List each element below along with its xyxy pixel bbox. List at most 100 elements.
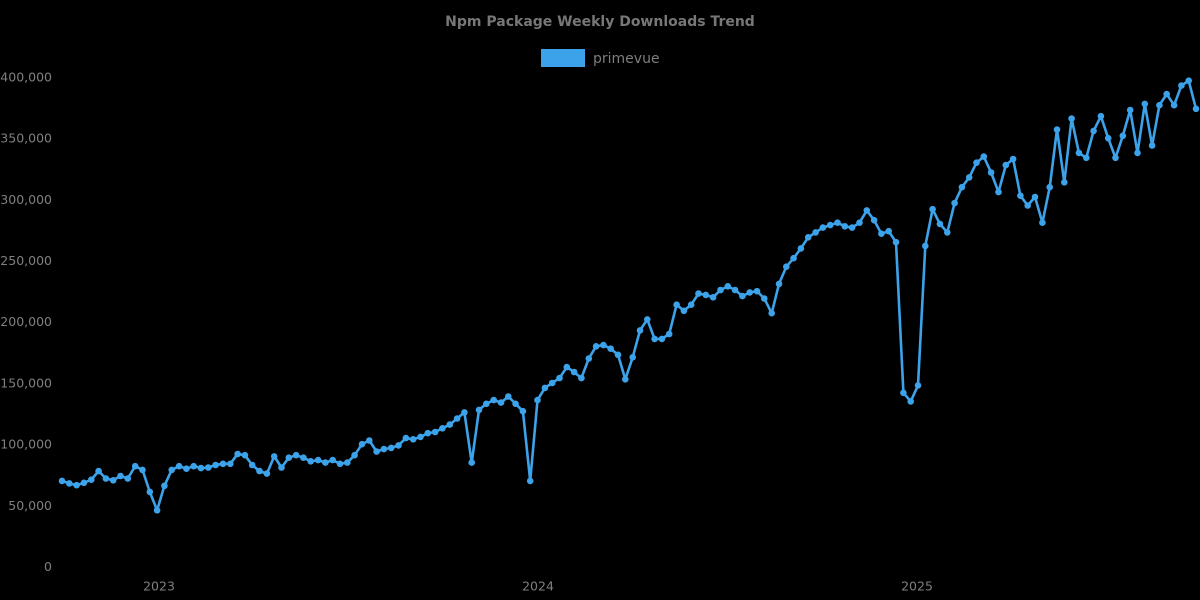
data-point-marker (951, 199, 958, 207)
data-point-marker (702, 291, 710, 299)
y-tick-label: 150,000 (0, 375, 52, 390)
data-point-marker (987, 169, 995, 176)
data-point-marker (161, 482, 168, 490)
data-point-marker (1002, 161, 1010, 169)
data-point-marker (936, 220, 944, 228)
data-point-marker (263, 470, 271, 477)
data-point-marker (534, 396, 541, 404)
data-point-marker (885, 227, 892, 235)
data-point-marker (680, 307, 688, 315)
data-point-marker (607, 345, 614, 353)
data-point-marker (929, 205, 936, 213)
data-point-marker (234, 450, 241, 458)
data-point-marker (1090, 127, 1097, 135)
data-point-marker (95, 467, 102, 475)
data-point-marker (387, 444, 395, 452)
data-point-marker (153, 507, 161, 514)
data-point-marker (146, 488, 154, 496)
data-point-marker (439, 425, 446, 432)
data-point-marker (497, 399, 505, 406)
y-tick-label: 0 (44, 559, 52, 574)
data-point-marker (658, 335, 666, 343)
data-point-marker (878, 230, 885, 237)
data-point-marker (292, 451, 300, 459)
data-point-marker (468, 459, 476, 466)
y-tick-label: 250,000 (0, 253, 52, 268)
data-point-marker (724, 283, 732, 290)
data-point-marker (783, 263, 790, 271)
data-point-marker (402, 434, 410, 442)
data-point-marker (461, 409, 468, 416)
data-point-marker (797, 245, 805, 252)
data-point-marker (322, 459, 329, 466)
y-tick-label: 300,000 (0, 192, 52, 207)
data-point-marker (746, 289, 753, 296)
y-tick-label: 400,000 (0, 69, 52, 84)
data-point-marker (892, 238, 900, 246)
data-point-marker (366, 437, 373, 444)
data-point-marker (600, 341, 607, 349)
data-point-marker (168, 466, 175, 474)
data-point-marker (109, 477, 117, 484)
data-point-marker (124, 475, 132, 482)
data-point-marker (1119, 132, 1127, 140)
data-point-marker (505, 393, 512, 400)
data-point-marker (614, 351, 622, 359)
data-point-marker (695, 290, 702, 297)
x-tick-label: 2024 (522, 579, 554, 594)
data-point-marker (66, 480, 73, 487)
data-point-marker (446, 421, 454, 428)
data-point-marker (351, 451, 358, 459)
data-point-marker (1075, 149, 1083, 157)
data-point-marker (409, 436, 417, 443)
data-point-marker (490, 396, 498, 404)
data-point-marker (102, 475, 110, 482)
data-point-marker (687, 301, 695, 309)
data-point-marker (117, 472, 124, 480)
data-point-marker (248, 461, 256, 469)
data-point-marker (1112, 154, 1119, 162)
data-point-marker (1039, 219, 1046, 226)
data-point-marker (219, 460, 227, 468)
data-point-marker (1031, 193, 1039, 201)
legend-label-primevue[interactable]: primevue (593, 51, 660, 67)
data-point-marker (870, 216, 878, 224)
legend-swatch-primevue[interactable] (541, 49, 585, 67)
data-point-marker (1178, 82, 1185, 89)
data-point-marker (424, 429, 432, 437)
data-point-marker (344, 459, 351, 466)
data-point-marker (1097, 112, 1105, 120)
x-axis-labels: 2023 2024 2025 (143, 579, 933, 594)
data-point-marker (980, 153, 988, 160)
data-point-marker (1053, 126, 1061, 133)
data-point-marker (826, 221, 834, 229)
data-point-marker (556, 374, 563, 382)
data-point-marker (1192, 105, 1200, 113)
data-point-marker (973, 159, 980, 166)
data-point-marker (665, 330, 673, 338)
data-point-marker (651, 335, 658, 343)
data-point-marker (526, 477, 534, 485)
data-point-marker (88, 476, 95, 484)
data-point-marker (848, 224, 856, 231)
data-point-marker (965, 174, 973, 181)
data-point-marker (395, 442, 402, 449)
data-point-marker (673, 301, 680, 309)
data-point-marker (512, 400, 519, 408)
chart-title: Npm Package Weekly Downloads Trend (445, 14, 755, 30)
data-point-marker (1185, 77, 1192, 84)
data-point-marker (636, 327, 644, 334)
data-point-marker (1083, 154, 1090, 162)
series-line (60, 79, 1198, 512)
data-point-marker (205, 464, 212, 471)
data-point-marker (453, 415, 461, 422)
data-point-marker (241, 451, 249, 459)
data-point-marker (578, 374, 585, 382)
data-point-marker (1046, 183, 1053, 191)
legend[interactable]: primevue (541, 49, 660, 67)
data-point-marker (709, 294, 717, 301)
data-point-marker (570, 368, 578, 376)
data-point-marker (212, 461, 219, 469)
data-point-marker (834, 219, 841, 226)
